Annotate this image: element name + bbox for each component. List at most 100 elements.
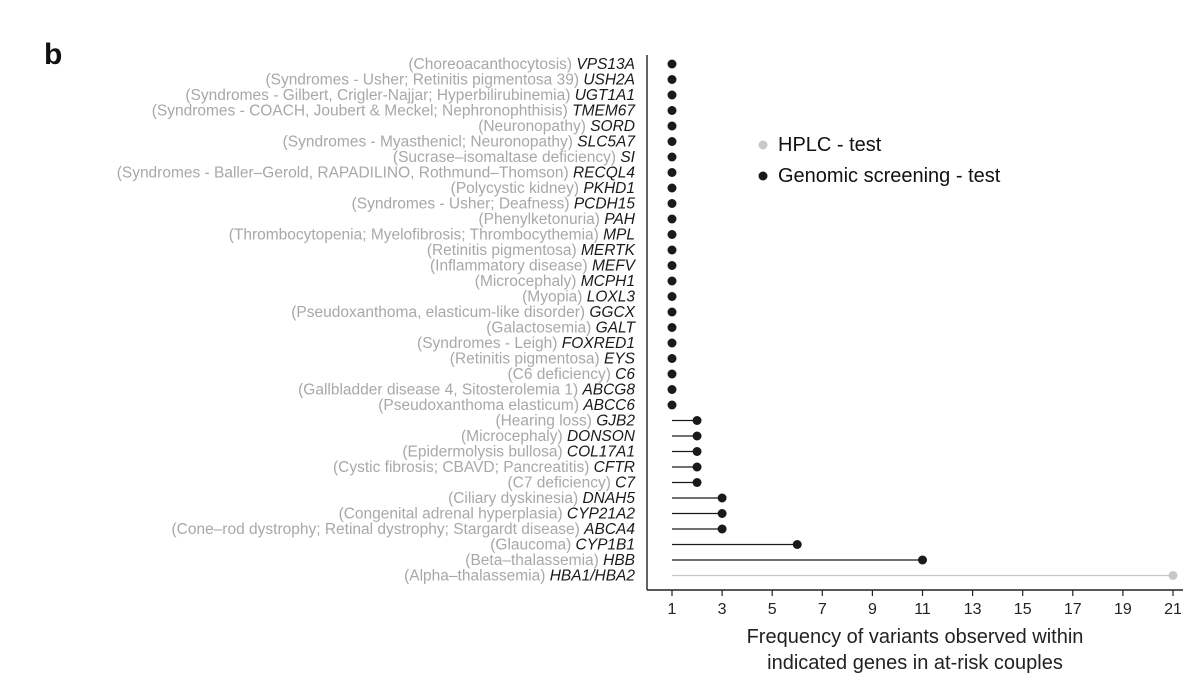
y-label: (Congenital adrenal hyperplasia) CYP21A2 xyxy=(339,506,636,523)
disease-label: (C7 deficiency) xyxy=(507,475,615,492)
gene-label: ABCC6 xyxy=(582,397,635,414)
y-label: (Epidermolysis bullosa) COL17A1 xyxy=(402,444,635,461)
disease-label: (Inflammatory disease) xyxy=(430,258,592,275)
lollipop-point xyxy=(667,400,677,410)
y-label: (Polycystic kidney) PKHD1 xyxy=(451,180,635,197)
y-axis-labels: (Choreoacanthocytosis) VPS13A(Syndromes … xyxy=(117,56,637,585)
y-label: (Cone–rod dystrophy; Retinal dystrophy; … xyxy=(171,521,635,538)
y-label: (Gallbladder disease 4, Sitosterolemia 1… xyxy=(298,382,635,399)
gene-label: COL17A1 xyxy=(567,444,635,461)
gene-label: CYP21A2 xyxy=(567,506,635,523)
lollipop-point xyxy=(667,292,677,301)
gene-label: C7 xyxy=(615,475,636,492)
x-tick-label: 3 xyxy=(718,601,727,618)
x-axis-title: Frequency of variants observed within in… xyxy=(747,626,1084,674)
lollipop-point xyxy=(667,214,677,224)
lollipop-point xyxy=(667,168,677,177)
lollipop-point xyxy=(667,90,677,100)
y-label: (Microcephaly) DONSON xyxy=(461,428,636,445)
y-label: (Syndromes - Gilbert, Crigler-Najjar; Hy… xyxy=(185,87,635,104)
disease-label: (Cystic fibrosis; CBAVD; Pancreatitis) xyxy=(333,459,594,476)
y-label: (Hearing loss) GJB2 xyxy=(495,413,635,430)
lollipop-point xyxy=(667,369,677,379)
disease-label: (Syndromes - Myasthenicl; Neuronopathy) xyxy=(283,134,578,151)
disease-label: (Retinitis pigmentosa) xyxy=(450,351,604,368)
disease-label: (Pseudoxanthoma, elasticum-like disorder… xyxy=(291,304,589,321)
disease-label: (Beta–thalassemia) xyxy=(465,552,603,569)
disease-label: (Glaucoma) xyxy=(490,537,575,554)
disease-label: (Galactosemia) xyxy=(486,320,595,337)
lollipop-point xyxy=(667,152,677,162)
y-label: (Myopia) LOXL3 xyxy=(522,289,635,306)
y-label: (Syndromes - Usher; Deafness) PCDH15 xyxy=(352,196,636,213)
y-label: (Sucrase–isomaltase deficiency) SI xyxy=(393,149,636,166)
gene-label: FOXRED1 xyxy=(562,335,635,352)
lollipop-point xyxy=(692,431,702,441)
disease-label: (Syndromes - Gilbert, Crigler-Najjar; Hy… xyxy=(185,87,574,104)
lollipop-point xyxy=(667,137,677,146)
gene-label: SORD xyxy=(590,118,635,135)
lollipop-point xyxy=(1168,571,1178,580)
lollipop-point xyxy=(667,121,677,131)
x-tick-label: 1 xyxy=(668,601,677,618)
disease-label: (Cone–rod dystrophy; Retinal dystrophy; … xyxy=(171,521,584,538)
y-label: (Retinitis pigmentosa) EYS xyxy=(450,351,636,368)
x-axis-title-line-2: indicated genes in at-risk couples xyxy=(767,652,1063,674)
gene-label: HBB xyxy=(603,552,635,569)
disease-label: (Polycystic kidney) xyxy=(451,180,584,197)
disease-label: (Choreoacanthocytosis) xyxy=(408,56,576,73)
x-tick-label: 7 xyxy=(818,601,827,618)
gene-label: HBA1/HBA2 xyxy=(550,568,636,585)
lollipop-point xyxy=(692,462,702,472)
panel-label: b xyxy=(44,38,62,71)
disease-label: (Microcephaly) xyxy=(461,428,567,445)
gene-label: LOXL3 xyxy=(587,289,636,306)
lollipop-point xyxy=(667,261,677,270)
gene-label: VPS13A xyxy=(576,56,635,73)
gene-label: TMEM67 xyxy=(572,103,636,120)
x-axis-ticks: 1 3 5 7 9 11 13 15 17 19 21 xyxy=(668,590,1182,618)
y-label: (Syndromes - Usher; Retinitis pigmentosa… xyxy=(265,72,635,89)
x-tick-label: 5 xyxy=(768,601,777,618)
x-tick-label: 9 xyxy=(868,601,877,618)
y-label: (Syndromes - Myasthenicl; Neuronopathy) … xyxy=(283,134,637,151)
lollipop-point xyxy=(717,509,727,518)
lollipop-point xyxy=(667,354,677,363)
gene-label: SI xyxy=(620,149,635,166)
y-label: (C6 deficiency) C6 xyxy=(507,366,635,383)
gene-label: GGCX xyxy=(589,304,635,321)
lollipop-point xyxy=(717,524,727,534)
disease-label: (Syndromes - Baller–Gerold, RAPADILINO, … xyxy=(117,165,573,182)
gene-label: PAH xyxy=(604,211,636,228)
lollipop-point xyxy=(667,276,677,286)
x-tick-label: 15 xyxy=(1014,601,1032,618)
gene-label: C6 xyxy=(615,366,635,383)
y-label: (Microcephaly) MCPH1 xyxy=(475,273,635,290)
legend-marker-hplc xyxy=(758,140,768,150)
y-label: (Alpha–thalassemia) HBA1/HBA2 xyxy=(404,568,635,585)
gene-label: ABCG8 xyxy=(581,382,635,399)
disease-label: (Congenital adrenal hyperplasia) xyxy=(339,506,567,523)
disease-label: (Hearing loss) xyxy=(495,413,596,430)
disease-label: (Microcephaly) xyxy=(475,273,581,290)
y-label: (Pseudoxanthoma elasticum) ABCC6 xyxy=(378,397,635,414)
lollipop-point xyxy=(667,183,677,193)
lollipop-point xyxy=(692,447,702,456)
gene-label: EYS xyxy=(604,351,636,368)
lollipop-point xyxy=(667,385,677,394)
y-label: (Phenylketonuria) PAH xyxy=(478,211,635,228)
y-label: (Retinitis pigmentosa) MERTK xyxy=(427,242,636,259)
y-label: (Glaucoma) CYP1B1 xyxy=(490,537,635,554)
lollipop-stems xyxy=(672,419,1173,577)
y-label: (Pseudoxanthoma, elasticum-like disorder… xyxy=(291,304,635,321)
lollipop-points xyxy=(667,59,1178,580)
gene-label: PKHD1 xyxy=(583,180,635,197)
lollipop-point xyxy=(792,540,802,549)
y-label: (Inflammatory disease) MEFV xyxy=(430,258,637,275)
disease-label: (Syndromes - COACH, Joubert & Meckel; Ne… xyxy=(152,103,572,120)
disease-label: (Phenylketonuria) xyxy=(478,211,604,228)
gene-label: UGT1A1 xyxy=(575,87,635,104)
gene-label: MCPH1 xyxy=(581,273,635,290)
y-label: (Choreoacanthocytosis) VPS13A xyxy=(408,56,635,73)
